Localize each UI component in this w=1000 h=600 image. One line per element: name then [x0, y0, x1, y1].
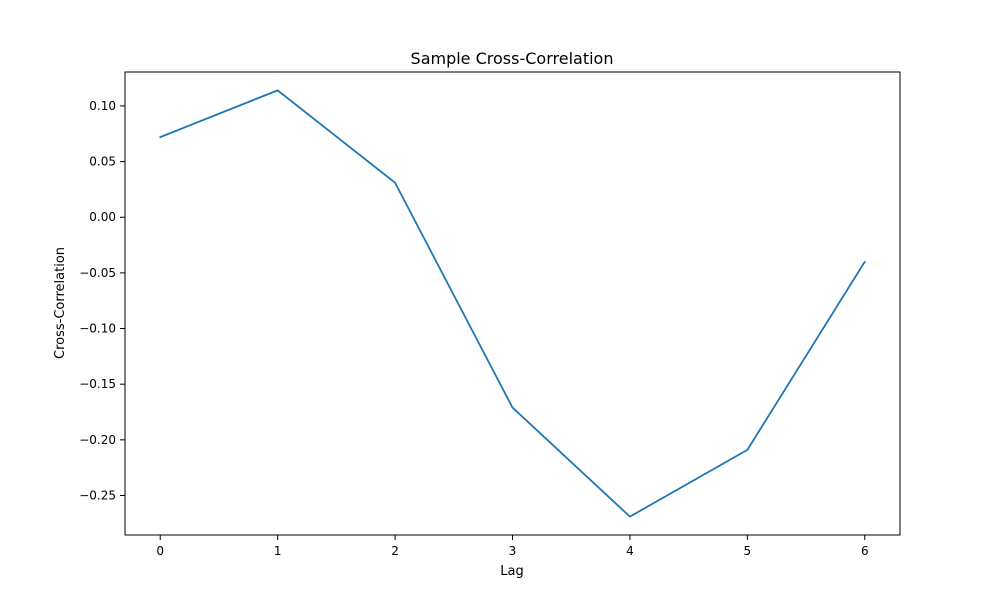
- y-axis-label: Cross-Correlation: [53, 247, 68, 359]
- y-tick-label: 0.10: [89, 99, 116, 113]
- x-tick-label: 3: [509, 544, 517, 558]
- y-tick-label: −0.15: [79, 377, 116, 391]
- y-tick-label: −0.25: [79, 488, 116, 502]
- x-tick-label: 6: [861, 544, 869, 558]
- x-tick-label: 0: [156, 544, 164, 558]
- x-tick-label: 4: [626, 544, 634, 558]
- y-tick-label: 0.00: [89, 210, 116, 224]
- plot-frame: [124, 71, 901, 536]
- x-tick-label: 2: [391, 544, 399, 558]
- y-tick-label: −0.05: [79, 266, 116, 280]
- x-axis: 0 1 2 3 4 5 6: [156, 535, 869, 558]
- chart-title: Sample Cross-Correlation: [411, 49, 614, 68]
- x-tick-label: 5: [744, 544, 752, 558]
- y-tick-label: 0.05: [89, 155, 116, 169]
- y-tick-label: −0.20: [79, 433, 116, 447]
- series-line: [159, 89, 866, 518]
- x-tick-label: 1: [274, 544, 282, 558]
- y-tick-label: −0.10: [79, 322, 116, 336]
- y-axis: 0.10 0.05 0.00 −0.05 −0.10 −0.15 −0.20 −0.25: [79, 99, 125, 502]
- x-axis-label: Lag: [500, 564, 523, 579]
